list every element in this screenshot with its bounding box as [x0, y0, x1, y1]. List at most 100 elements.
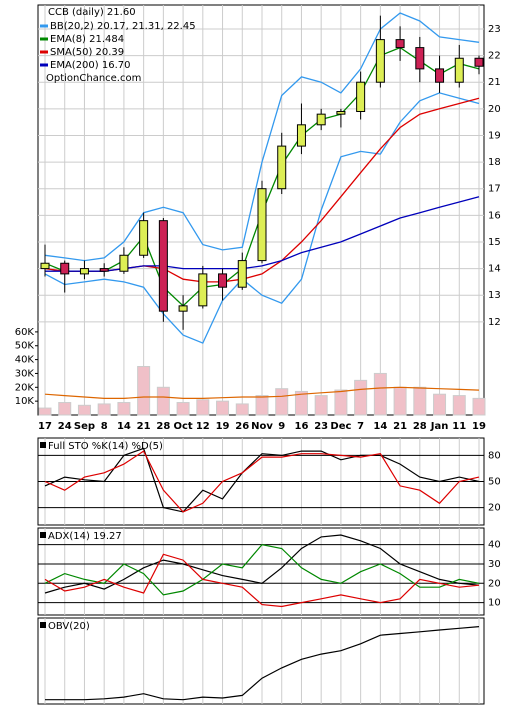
candle-body: [474, 57, 484, 67]
candle-body: [60, 262, 70, 275]
volume-bar: [433, 393, 447, 416]
indicator-line: [44, 450, 480, 513]
panel-title: Full STO %K(14) %D(5): [48, 441, 163, 452]
volume-tick-label: 60K: [15, 327, 35, 338]
y-tick-label: 20: [488, 578, 501, 589]
candle-body: [356, 81, 366, 112]
indicator-line: [44, 543, 480, 596]
x-tick-label: Nov: [251, 421, 273, 432]
candle-body: [375, 39, 385, 83]
y-tick-label: 12: [488, 317, 501, 328]
y-tick-label: 19: [488, 130, 501, 141]
y-tick-label: 80: [488, 450, 501, 461]
chart-title: CCB (daily) 21.60: [48, 7, 136, 18]
volume-tick-label: 50K: [15, 341, 35, 352]
volume-bar: [216, 400, 230, 416]
indicator-line: [44, 447, 480, 513]
indicator-line: [45, 196, 480, 272]
volume-tick-label: 10K: [15, 396, 35, 407]
volume-bar: [294, 390, 308, 416]
legend-swatch: [40, 622, 46, 628]
volume-bar: [38, 407, 52, 416]
candle-body: [316, 113, 326, 126]
panel-title: ADX(14) 19.27: [48, 531, 122, 542]
volume-bar: [354, 379, 368, 416]
volume-bar: [235, 403, 249, 416]
volume-bar: [117, 402, 131, 416]
candle-body: [277, 145, 287, 190]
y-tick-label: 21: [488, 77, 501, 88]
candle-body: [99, 268, 109, 272]
x-tick-label: 28: [156, 421, 170, 432]
x-tick-label: 7: [357, 421, 364, 432]
watermark: OptionChance.com: [46, 73, 141, 84]
volume-bar: [413, 386, 427, 416]
volume-tick-label: 30K: [15, 368, 35, 379]
y-tick-label: 14: [488, 264, 501, 275]
volume-bar: [58, 402, 72, 416]
volume-bar: [77, 404, 91, 416]
x-tick-label: 14: [373, 421, 387, 432]
y-tick-label: 30: [488, 559, 501, 570]
candle-body: [336, 110, 346, 115]
y-tick-label: 13: [488, 290, 501, 301]
x-tick-label: 11: [452, 421, 466, 432]
volume-bar: [196, 399, 210, 416]
candle-body: [218, 273, 228, 288]
x-tick-label: Sep: [74, 421, 95, 432]
volume-bar: [334, 389, 348, 416]
x-tick-label: 17: [38, 421, 52, 432]
candle-body: [296, 124, 306, 147]
volume-bar: [137, 366, 151, 416]
volume-bar: [255, 395, 269, 416]
x-tick-label: 16: [294, 421, 308, 432]
candle-body: [257, 188, 267, 262]
volume-average: [44, 386, 480, 399]
volume-bar: [97, 403, 111, 416]
volume-bar: [314, 395, 328, 416]
volume-bar: [156, 386, 170, 416]
y-tick-label: 22: [488, 51, 501, 62]
x-tick-label: 12: [196, 421, 210, 432]
y-tick-label: 50: [488, 477, 501, 488]
indicator-line: [44, 534, 480, 594]
indicator-line: [44, 553, 480, 608]
x-tick-label: Oct: [173, 421, 192, 432]
y-tick-label: 10: [488, 598, 501, 609]
legend-label: EMA(200) 16.70: [50, 60, 130, 71]
y-tick-label: 20: [488, 104, 501, 115]
candle-body: [139, 220, 149, 256]
candle-body: [435, 68, 445, 83]
legend-label: EMA(8) 21.484: [50, 34, 124, 45]
candle-body: [158, 220, 168, 312]
y-tick-label: 18: [488, 157, 501, 168]
volume-bar: [176, 402, 190, 416]
x-tick-label: 21: [393, 421, 407, 432]
y-tick-label: 17: [488, 184, 501, 195]
volume-tick-label: 40K: [15, 355, 35, 366]
y-tick-label: 16: [488, 210, 501, 221]
x-tick-label: 24: [58, 421, 72, 432]
indicator-line: [44, 12, 480, 262]
panel-frame: [37, 527, 485, 616]
panel-frame: [37, 617, 485, 705]
x-tick-label: Jan: [430, 421, 449, 432]
volume-tick-label: 20K: [15, 382, 35, 393]
volume-bar: [452, 395, 466, 416]
legend-swatch: [40, 532, 46, 538]
panel-title: OBV(20): [48, 621, 90, 632]
volume-bar: [373, 372, 387, 416]
y-tick-label: 15: [488, 237, 501, 248]
candle-body: [40, 262, 50, 270]
legend-label: BB(20,2) 20.17, 21.31, 22.45: [50, 21, 196, 32]
volume-bar: [472, 397, 486, 416]
candle-body: [237, 260, 247, 288]
y-tick-label: 40: [488, 540, 501, 551]
x-tick-label: 26: [235, 421, 249, 432]
candle-body: [79, 268, 89, 275]
indicator-line: [44, 92, 480, 344]
y-tick-label: 23: [488, 24, 501, 35]
candle-body: [119, 254, 129, 272]
candle-body: [198, 273, 208, 307]
candle-body: [454, 57, 464, 83]
